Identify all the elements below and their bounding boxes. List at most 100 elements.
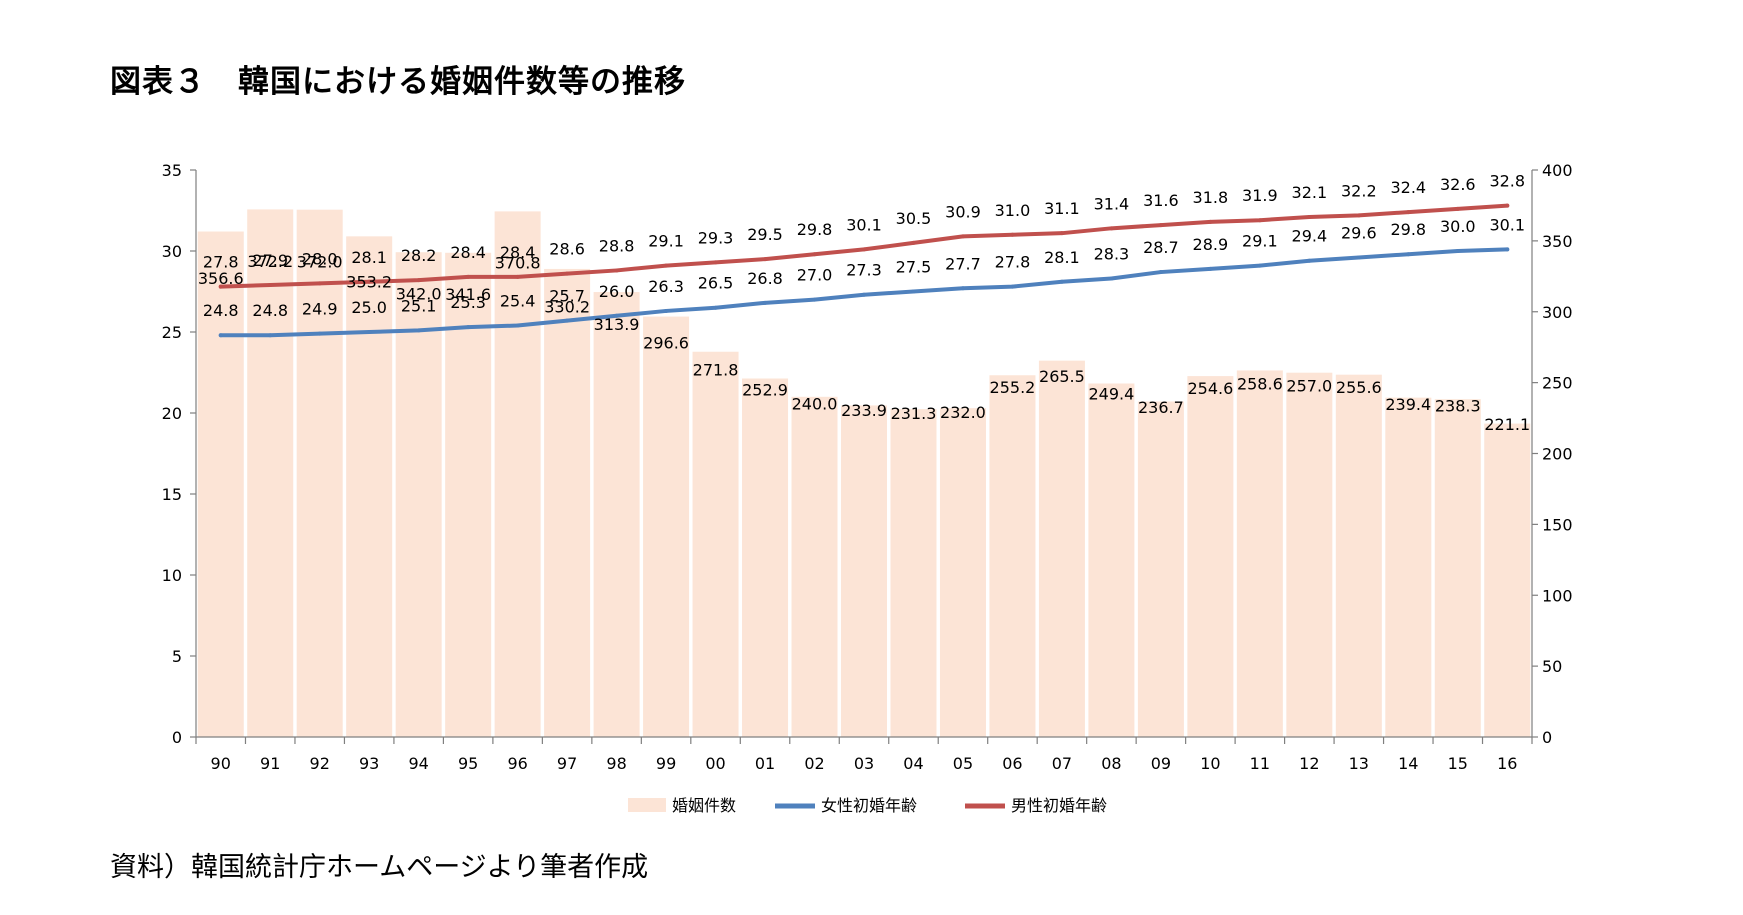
- female-age-label: 28.7: [1143, 238, 1179, 257]
- male-age-point-11: [1257, 218, 1262, 223]
- x-tick-label: 05: [953, 754, 973, 773]
- female-age-point-02: [812, 297, 817, 302]
- x-tick-label: 92: [310, 754, 330, 773]
- bar-value-label: 232.0: [940, 403, 986, 422]
- left-tick-label: 20: [162, 404, 182, 423]
- male-age-label: 32.8: [1489, 172, 1525, 191]
- bar-92: [296, 209, 343, 737]
- male-age-label: 29.5: [747, 225, 783, 244]
- female-age-point-05: [960, 286, 965, 291]
- male-age-point-13: [1356, 213, 1361, 218]
- male-age-label: 28.8: [599, 236, 635, 255]
- bar-02: [791, 396, 838, 737]
- legend-swatch-bar: [628, 798, 666, 812]
- male-age-point-00: [713, 260, 718, 265]
- male-age-point-14: [1406, 210, 1411, 215]
- right-tick-label: 200: [1542, 445, 1573, 464]
- x-tick-label: 14: [1398, 754, 1418, 773]
- female-age-label: 24.8: [252, 301, 288, 320]
- bar-05: [939, 408, 986, 737]
- male-age-point-12: [1307, 214, 1312, 219]
- x-tick-label: 95: [458, 754, 478, 773]
- female-age-label: 28.1: [1044, 248, 1080, 267]
- female-age-point-15: [1455, 249, 1460, 253]
- bar-99: [643, 316, 690, 737]
- female-age-label: 26.5: [698, 274, 734, 293]
- female-age-point-09: [1158, 270, 1163, 275]
- female-age-point-96: [515, 323, 520, 328]
- bar-07: [1038, 360, 1085, 737]
- male-age-label: 29.3: [698, 228, 734, 247]
- female-age-label: 29.6: [1341, 223, 1377, 242]
- female-age-point-94: [416, 328, 421, 333]
- bar-value-label: 249.4: [1089, 384, 1135, 403]
- male-age-label: 29.8: [797, 220, 833, 239]
- male-age-point-15: [1455, 206, 1460, 211]
- male-age-label: 31.8: [1193, 188, 1229, 207]
- female-age-point-01: [763, 300, 768, 305]
- x-tick-label: 08: [1101, 754, 1121, 773]
- male-age-label: 30.1: [846, 215, 882, 234]
- male-age-point-08: [1109, 226, 1114, 231]
- bar-15: [1434, 399, 1481, 737]
- bar-value-label: 342.0: [396, 285, 442, 304]
- right-tick-label: 0: [1542, 728, 1552, 747]
- bar-value-label: 296.6: [643, 334, 689, 353]
- female-age-point-97: [565, 318, 570, 323]
- male-age-point-99: [664, 263, 669, 268]
- bar-value-label: 236.7: [1138, 398, 1184, 417]
- female-age-label: 26.0: [599, 282, 635, 301]
- right-tick-label: 300: [1542, 303, 1573, 322]
- x-tick-label: 16: [1497, 754, 1517, 773]
- bar-00: [692, 351, 739, 737]
- female-age-label: 27.7: [945, 254, 981, 273]
- x-tick-label: 13: [1349, 754, 1369, 773]
- lines-layer: [218, 203, 1510, 338]
- right-tick-label: 250: [1542, 374, 1573, 393]
- bar-value-label: 271.8: [693, 360, 739, 379]
- bar-96: [494, 211, 541, 738]
- bar-value-label: 255.6: [1336, 378, 1382, 397]
- male-age-label: 28.4: [450, 243, 486, 262]
- male-age-point-90: [218, 284, 223, 289]
- male-age-label: 32.4: [1390, 178, 1426, 197]
- male-age-point-98: [614, 268, 619, 273]
- bar-value-label: 221.1: [1484, 415, 1530, 434]
- female-age-point-04: [911, 289, 916, 294]
- female-age-point-08: [1109, 276, 1114, 281]
- male-age-point-05: [960, 234, 965, 239]
- female-age-point-07: [1059, 279, 1064, 284]
- left-tick-label: 35: [162, 161, 182, 180]
- legend-label-female: 女性初婚年齢: [821, 796, 917, 815]
- male-age-point-97: [565, 271, 570, 276]
- left-tick-label: 0: [172, 728, 182, 747]
- female-age-label: 24.8: [203, 301, 239, 320]
- male-age-label: 29.1: [648, 232, 684, 251]
- male-age-label: 30.5: [896, 209, 932, 228]
- female-age-label: 28.9: [1193, 235, 1229, 254]
- male-age-label: 31.6: [1143, 191, 1179, 210]
- left-tick-label: 25: [162, 323, 182, 342]
- bar-value-label: 372.0: [297, 252, 343, 271]
- bar-01: [742, 378, 789, 737]
- female-age-label: 29.4: [1292, 227, 1328, 246]
- bar-value-label: 313.9: [594, 315, 640, 334]
- bar-value-label: 255.2: [990, 378, 1036, 397]
- source-note: 資料）韓国統計庁ホームページより筆者作成: [110, 852, 649, 883]
- bars-layer: [197, 209, 1531, 738]
- bar-value-label: 330.2: [544, 297, 590, 316]
- female-age-label: 29.1: [1242, 232, 1278, 251]
- male-age-label: 31.4: [1094, 194, 1130, 213]
- male-age-point-93: [367, 279, 372, 284]
- male-age-point-04: [911, 240, 916, 245]
- female-age-point-90: [218, 333, 223, 338]
- left-tick-label: 10: [162, 566, 182, 585]
- male-age-label: 28.6: [549, 240, 585, 259]
- bar-03: [840, 405, 888, 737]
- male-age-label: 32.1: [1292, 183, 1328, 202]
- x-tick-label: 97: [557, 754, 577, 773]
- x-tick-label: 00: [705, 754, 725, 773]
- female-age-label: 27.5: [896, 258, 932, 277]
- female-age-point-16: [1505, 247, 1510, 252]
